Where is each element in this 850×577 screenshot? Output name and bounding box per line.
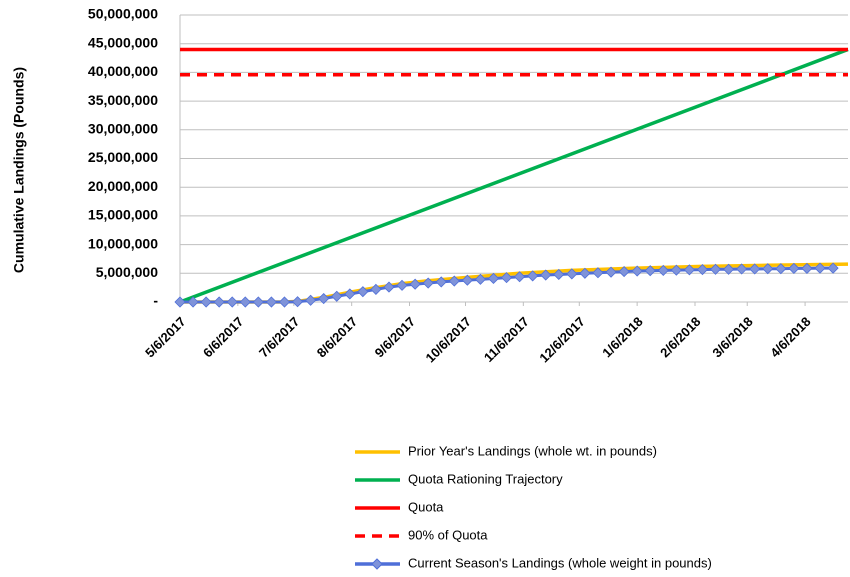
data-point (631, 265, 643, 277)
data-point (801, 262, 813, 274)
data-point (566, 268, 578, 280)
data-point (265, 296, 277, 308)
data-point (749, 263, 761, 275)
data-point (278, 296, 291, 308)
x-tick-label: 2/6/2018 (657, 314, 703, 360)
series-line (179, 47, 849, 304)
data-point (827, 262, 839, 274)
x-tick-label: 9/6/2017 (372, 314, 418, 360)
x-tick-label: 4/6/2018 (767, 314, 813, 360)
data-point (239, 296, 251, 308)
data-point (500, 272, 513, 284)
data-point (474, 273, 486, 285)
x-tick-label: 11/6/2017 (481, 314, 532, 365)
data-point (527, 270, 539, 282)
y-axis-label: Cumulative Landings (Pounds) (11, 67, 27, 273)
data-point (736, 263, 748, 275)
data-point (357, 286, 369, 298)
data-point (252, 296, 264, 308)
y-tick-label: 10,000,000 (88, 235, 158, 251)
y-tick-label: 30,000,000 (88, 121, 158, 137)
data-point (723, 263, 735, 275)
data-point (657, 264, 669, 276)
data-point (422, 277, 434, 289)
data-point (305, 294, 317, 306)
data-point (226, 296, 238, 308)
x-tick-label: 7/6/2017 (256, 314, 302, 360)
data-point (579, 267, 591, 279)
data-point (200, 296, 212, 308)
data-point (514, 271, 526, 283)
data-point (788, 262, 800, 274)
data-point (605, 266, 617, 278)
data-point (709, 263, 722, 275)
legend-marker (371, 558, 383, 570)
data-point (213, 296, 225, 308)
data-point (396, 279, 408, 291)
data-point (618, 266, 630, 278)
data-point (487, 272, 500, 285)
data-point (448, 275, 460, 287)
data-point (814, 262, 826, 274)
data-point (344, 288, 356, 300)
data-point (644, 265, 656, 277)
y-tick-label: 50,000,000 (88, 6, 158, 22)
data-point (409, 278, 421, 290)
data-point (383, 281, 395, 293)
legend-label: Prior Year's Landings (whole wt. in poun… (408, 443, 657, 458)
data-point (291, 296, 304, 308)
x-tick-label: 3/6/2018 (709, 314, 755, 360)
x-tick-label: 5/6/2017 (142, 314, 188, 360)
data-point (461, 274, 473, 286)
y-tick-label: 20,000,000 (88, 178, 158, 194)
data-point (540, 269, 552, 281)
data-point (187, 296, 199, 308)
y-tick-label: 35,000,000 (88, 92, 158, 108)
x-tick-label: 10/6/2017 (423, 314, 475, 366)
y-tick-label: 45,000,000 (88, 34, 158, 50)
data-point (762, 263, 774, 275)
data-point (775, 263, 787, 275)
data-point (670, 264, 682, 276)
y-tick-label: 15,000,000 (88, 207, 158, 223)
y-tick-label: - (153, 293, 158, 309)
legend-label: Current Season's Landings (whole weight … (408, 555, 712, 570)
data-point (370, 283, 382, 295)
data-point (696, 264, 709, 276)
y-tick-label: 40,000,000 (88, 63, 158, 79)
data-point (592, 267, 604, 279)
data-point (435, 276, 447, 288)
data-point (553, 268, 565, 281)
legend-label: 90% of Quota (408, 527, 488, 542)
data-point (331, 290, 343, 302)
x-tick-label: 6/6/2017 (200, 314, 246, 360)
legend-label: Quota (408, 499, 444, 514)
data-point (318, 292, 330, 305)
x-tick-label: 8/6/2017 (314, 314, 360, 360)
y-tick-label: 5,000,000 (96, 264, 158, 280)
y-tick-label: 25,000,000 (88, 149, 158, 165)
data-point (174, 296, 186, 308)
x-tick-label: 1/6/2018 (599, 314, 645, 360)
data-point (683, 264, 695, 276)
x-tick-label: 12/6/2017 (536, 314, 588, 366)
legend-label: Quota Rationing Trajectory (408, 471, 563, 486)
